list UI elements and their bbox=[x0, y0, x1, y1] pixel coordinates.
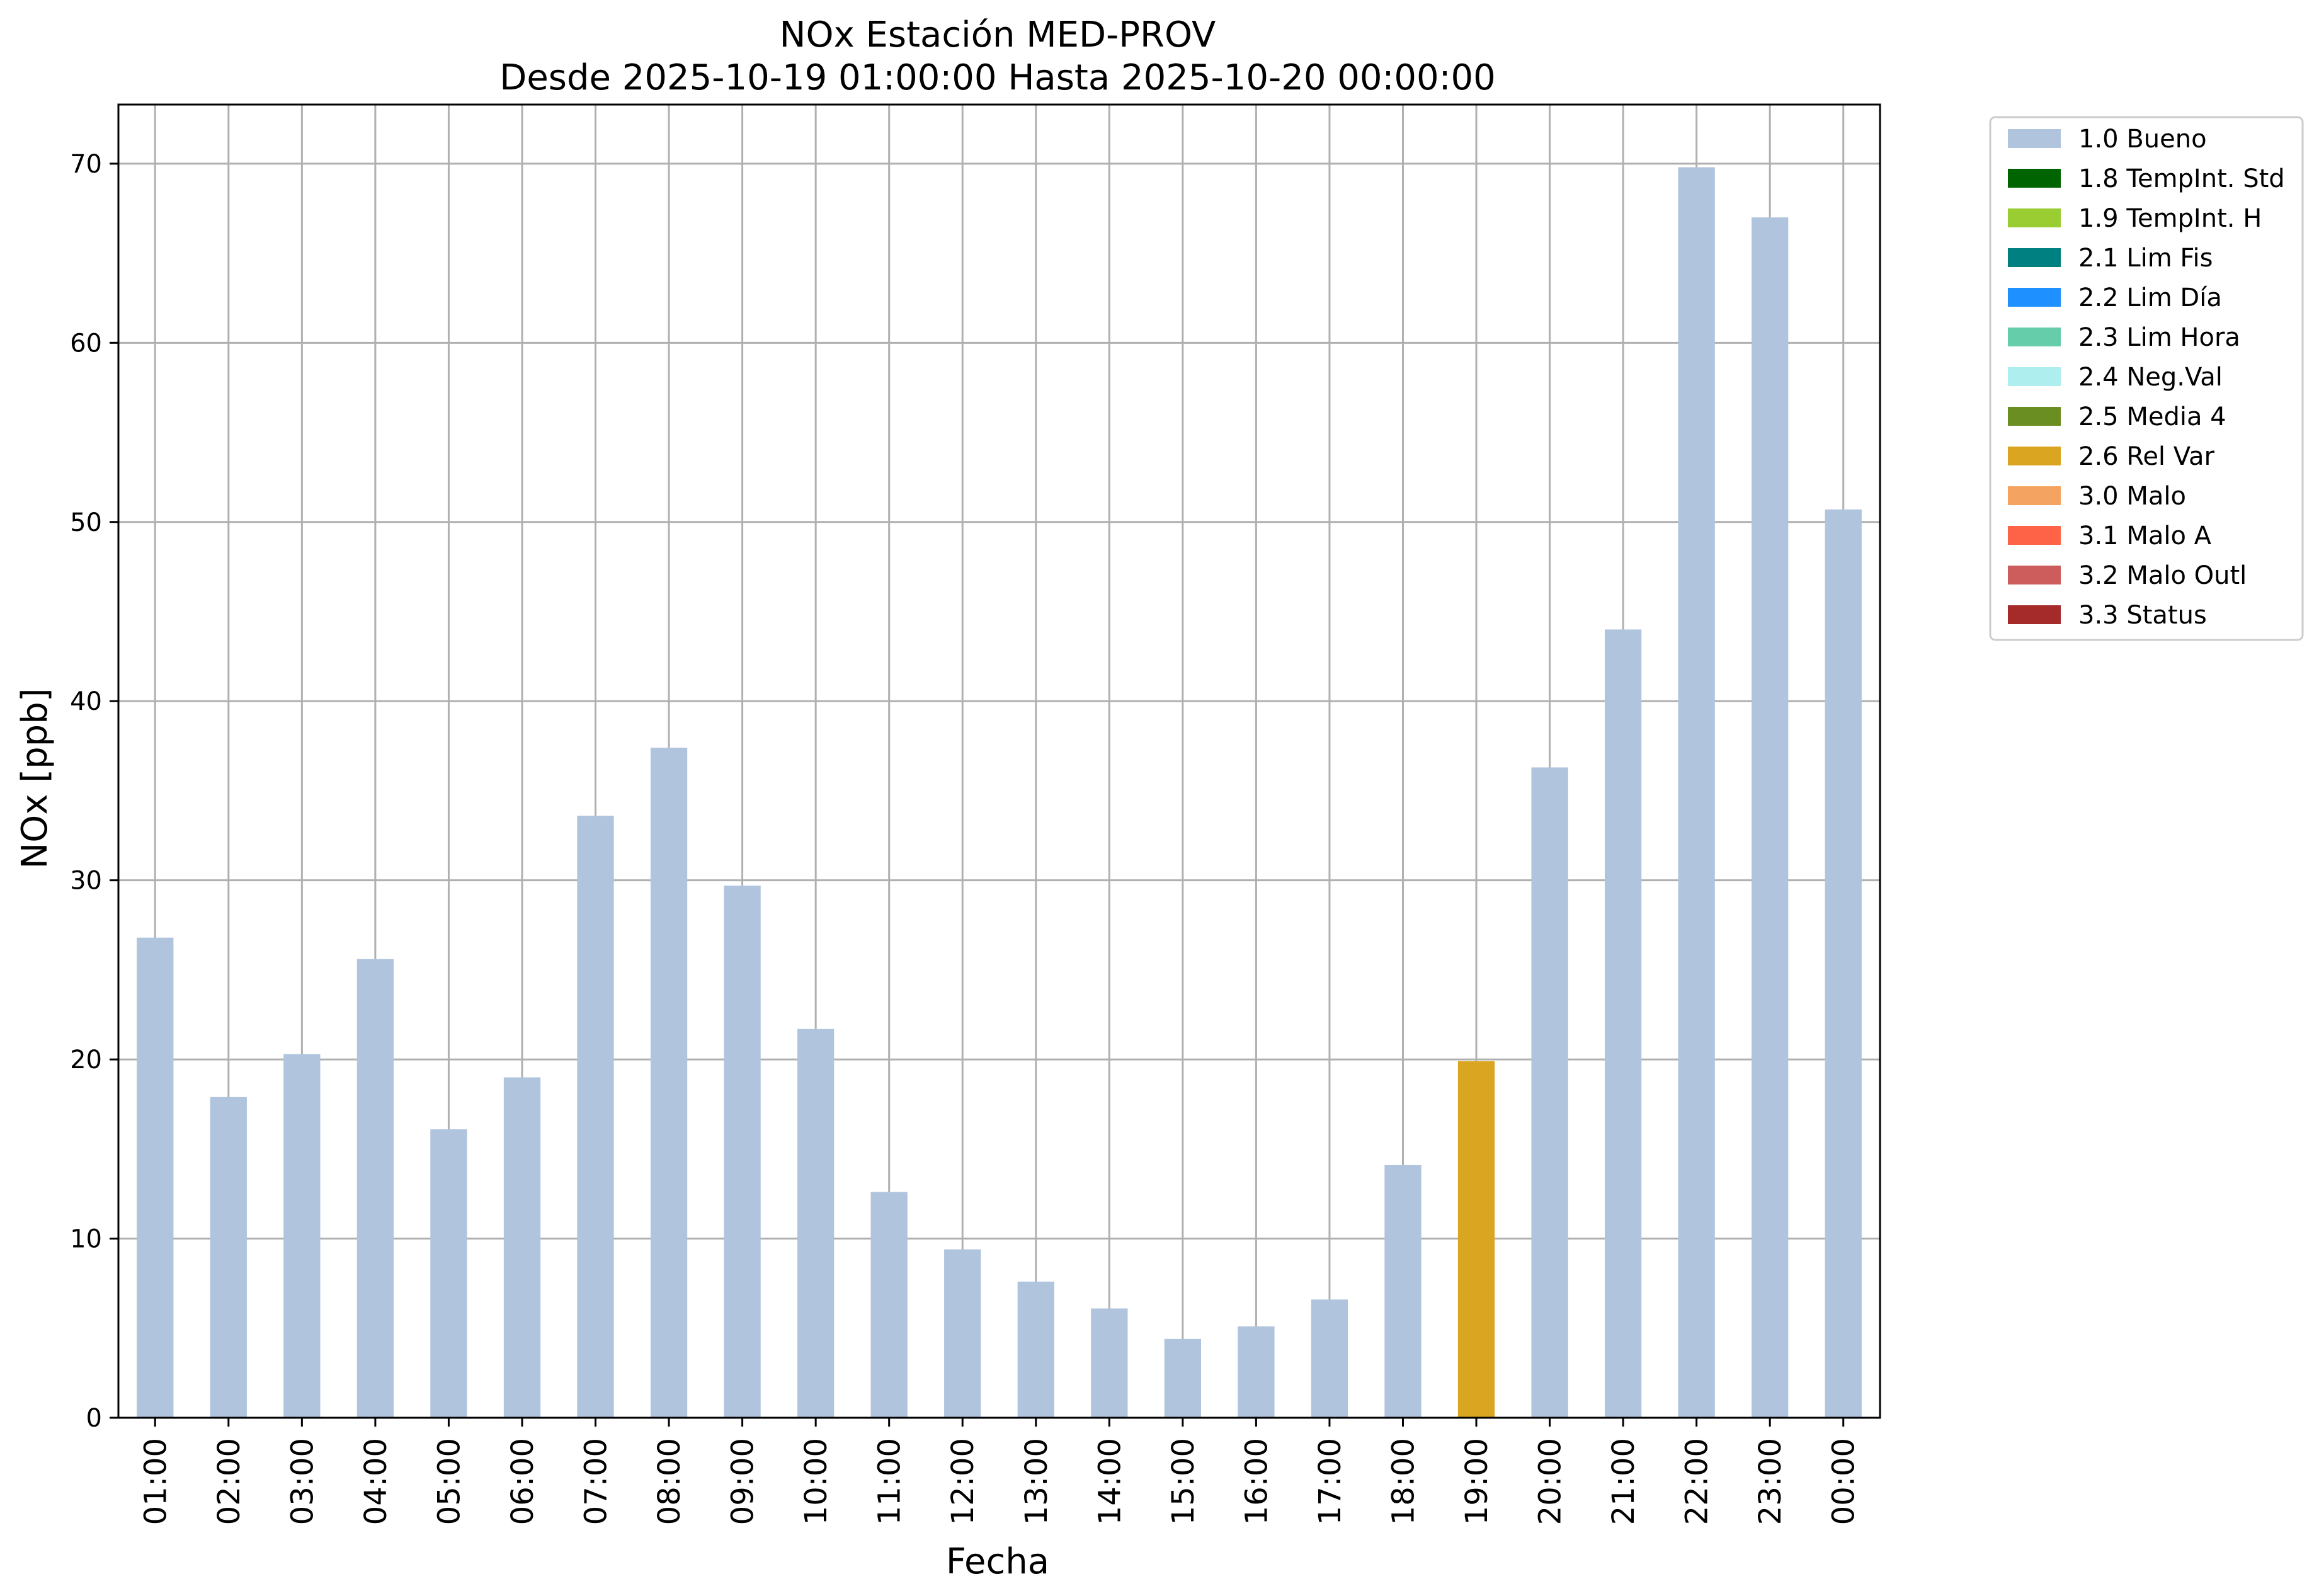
x-tick-label: 09:00 bbox=[726, 1438, 761, 1525]
x-tick-label: 14:00 bbox=[1092, 1438, 1127, 1525]
legend-swatch bbox=[2008, 169, 2061, 188]
y-tick-label: 0 bbox=[86, 1404, 102, 1433]
x-tick-label: 08:00 bbox=[652, 1438, 687, 1525]
legend-frame bbox=[1989, 116, 2304, 641]
bar-15:00 bbox=[1164, 1338, 1201, 1418]
x-tick-label: 07:00 bbox=[579, 1438, 614, 1525]
legend-swatch bbox=[2008, 248, 2061, 267]
legend-label: 2.2 Lim Día bbox=[2078, 283, 2222, 312]
legend-label: 1.8 TempInt. Std bbox=[2078, 164, 2285, 193]
legend-swatch bbox=[2008, 208, 2061, 227]
plot-frame bbox=[117, 103, 1881, 1419]
legend-swatch bbox=[2008, 486, 2061, 505]
bar-05:00 bbox=[430, 1129, 467, 1418]
bar-17:00 bbox=[1311, 1299, 1348, 1418]
x-tick-label: 03:00 bbox=[285, 1438, 320, 1525]
bar-02:00 bbox=[210, 1097, 247, 1418]
legend-label: 2.6 Rel Var bbox=[2078, 442, 2215, 471]
y-tick-label: 30 bbox=[70, 867, 102, 896]
legend-swatch bbox=[2008, 566, 2061, 584]
x-tick-label: 00:00 bbox=[1826, 1438, 1862, 1525]
x-tick-label: 02:00 bbox=[212, 1438, 247, 1525]
legend-label: 3.1 Malo A bbox=[2078, 522, 2212, 550]
x-tick-label: 19:00 bbox=[1459, 1438, 1495, 1525]
chart-subtitle: Desde 2025-10-19 01:00:00 Hasta 2025-10-… bbox=[499, 57, 1496, 98]
y-tick-label: 70 bbox=[70, 150, 102, 179]
legend: 1.0 Bueno 1.8 TempInt. Std 1.9 TempInt. H 2… bbox=[1989, 116, 2304, 641]
y-tick-label: 10 bbox=[70, 1225, 102, 1254]
x-tick-label: 15:00 bbox=[1166, 1438, 1201, 1525]
legend-label: 2.4 Neg.Val bbox=[2078, 363, 2223, 392]
legend-swatch bbox=[2008, 447, 2061, 465]
x-tick-label: 22:00 bbox=[1680, 1438, 1715, 1525]
legend-label: 2.1 Lim Fis bbox=[2078, 244, 2213, 273]
x-tick-label: 17:00 bbox=[1313, 1438, 1348, 1525]
legend-label: 1.9 TempInt. H bbox=[2078, 204, 2262, 233]
x-tick-label: 10:00 bbox=[799, 1438, 834, 1525]
y-tick-label: 50 bbox=[70, 508, 102, 537]
legend-swatch bbox=[2008, 328, 2061, 346]
x-tick-label: 13:00 bbox=[1019, 1438, 1054, 1525]
x-axis-ticks: 01:00 02:00 03:00 04:00 05:00 06:00 07:00 08:00… bbox=[138, 1418, 1862, 1525]
bar-10:00 bbox=[797, 1029, 835, 1418]
x-tick-label: 20:00 bbox=[1533, 1438, 1568, 1525]
bar-20:00 bbox=[1531, 767, 1568, 1418]
y-tick-label: 20 bbox=[70, 1046, 102, 1074]
bar-06:00 bbox=[503, 1077, 541, 1418]
chart-title: NOx Estación MED-PROV bbox=[780, 14, 1216, 55]
x-tick-label: 12:00 bbox=[945, 1438, 981, 1525]
y-tick-label: 60 bbox=[70, 329, 102, 358]
bar-03:00 bbox=[283, 1054, 321, 1418]
bar-07:00 bbox=[577, 816, 614, 1418]
x-tick-label: 11:00 bbox=[872, 1438, 908, 1525]
legend-swatch bbox=[2008, 526, 2061, 545]
legend-label: 1.0 Bueno bbox=[2078, 125, 2207, 154]
legend-swatch bbox=[2008, 605, 2061, 624]
bar-00:00 bbox=[1825, 509, 1862, 1418]
bar-23:00 bbox=[1752, 217, 1789, 1418]
y-axis-label: NOx [ppb] bbox=[14, 688, 55, 869]
x-tick-label: 04:00 bbox=[358, 1438, 394, 1525]
x-tick-label: 16:00 bbox=[1239, 1438, 1274, 1525]
legend-swatch bbox=[2008, 129, 2061, 148]
bar-16:00 bbox=[1238, 1326, 1275, 1418]
legend-swatch bbox=[2008, 288, 2061, 307]
bar-04:00 bbox=[356, 959, 394, 1418]
bar-09:00 bbox=[724, 886, 761, 1418]
bar-01:00 bbox=[137, 937, 174, 1418]
bar-08:00 bbox=[650, 748, 688, 1418]
legend-swatch bbox=[2008, 367, 2061, 386]
bar-19:00 bbox=[1457, 1061, 1495, 1418]
bar-11:00 bbox=[870, 1192, 908, 1418]
legend-label: 2.3 Lim Hora bbox=[2078, 323, 2240, 352]
bar-21:00 bbox=[1604, 629, 1642, 1418]
legend-label: 3.0 Malo bbox=[2078, 482, 2186, 511]
y-axis-ticks: 0 10 20 30 40 50 60 70 bbox=[70, 150, 118, 1433]
x-tick-label: 01:00 bbox=[138, 1438, 173, 1525]
bar-12:00 bbox=[944, 1249, 981, 1418]
bars bbox=[137, 167, 1862, 1418]
y-tick-label: 40 bbox=[70, 687, 102, 716]
x-tick-label: 21:00 bbox=[1606, 1438, 1641, 1525]
x-tick-label: 06:00 bbox=[505, 1438, 540, 1525]
legend-swatch bbox=[2008, 407, 2061, 426]
bar-18:00 bbox=[1384, 1165, 1422, 1418]
legend-label: 3.3 Status bbox=[2078, 601, 2207, 630]
x-tick-label: 05:00 bbox=[431, 1438, 467, 1525]
bar-13:00 bbox=[1017, 1281, 1054, 1418]
x-axis-label: Fecha bbox=[946, 1541, 1049, 1582]
bar-14:00 bbox=[1091, 1308, 1128, 1418]
legend-label: 2.5 Media 4 bbox=[2078, 402, 2226, 431]
legend-label: 3.2 Malo Outl bbox=[2078, 561, 2247, 590]
bar-22:00 bbox=[1678, 167, 1715, 1418]
x-tick-label: 23:00 bbox=[1753, 1438, 1788, 1525]
x-tick-label: 18:00 bbox=[1386, 1438, 1421, 1525]
